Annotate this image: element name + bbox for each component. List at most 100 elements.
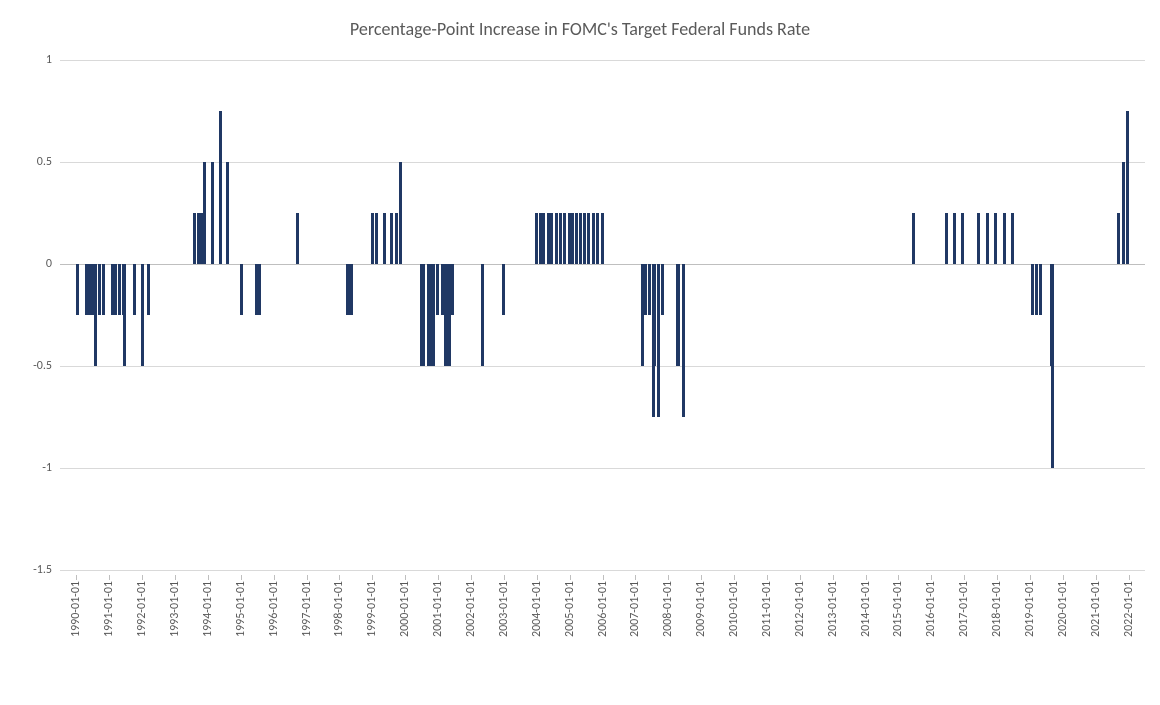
bar: [961, 213, 964, 264]
bar: [1003, 213, 1006, 264]
bar: [133, 264, 136, 315]
bar: [986, 213, 989, 264]
x-tick: [208, 575, 209, 580]
x-tick: [898, 575, 899, 580]
x-tick: [471, 575, 472, 580]
x-tick-label: 2000-01-01: [398, 581, 412, 637]
x-tick: [635, 575, 636, 580]
bar: [550, 213, 553, 264]
x-tick-label: 2010-01-01: [727, 581, 741, 637]
bar: [579, 213, 582, 264]
chart-title: Percentage-Point Increase in FOMC's Targ…: [0, 18, 1160, 40]
chart-container: Percentage-Point Increase in FOMC's Targ…: [0, 0, 1160, 705]
x-tick-label: 2012-01-01: [793, 581, 807, 637]
x-tick-label: 2004-01-01: [530, 581, 544, 637]
bar: [977, 213, 980, 264]
x-tick-label: 2008-01-01: [661, 581, 675, 637]
bar: [98, 264, 101, 315]
bar: [141, 264, 144, 366]
bar: [102, 264, 105, 315]
x-tick-label: 2013-01-01: [826, 581, 840, 637]
x-tick-label: 1997-01-01: [300, 581, 314, 637]
bar: [912, 213, 915, 264]
x-tick-label: 2018-01-01: [990, 581, 1004, 637]
x-axis: 1990-01-011991-01-011992-01-011993-01-01…: [60, 575, 1145, 695]
bar: [211, 162, 214, 264]
bar: [1126, 111, 1129, 264]
x-tick: [76, 575, 77, 580]
x-tick: [274, 575, 275, 580]
bar: [94, 264, 97, 366]
bar: [114, 264, 117, 315]
x-tick: [307, 575, 308, 580]
bar: [644, 264, 647, 315]
bar: [539, 213, 542, 264]
x-tick: [175, 575, 176, 580]
bar: [677, 264, 680, 366]
x-tick: [833, 575, 834, 580]
bar: [661, 264, 664, 315]
x-tick-label: 2011-01-01: [760, 581, 774, 637]
bar: [296, 213, 299, 264]
bar: [1122, 162, 1125, 264]
x-tick: [866, 575, 867, 580]
bar: [1117, 213, 1120, 264]
y-tick-label: 0.5: [37, 155, 60, 169]
bar: [542, 213, 545, 264]
x-tick: [701, 575, 702, 580]
y-tick-label: -0.5: [33, 359, 60, 373]
bar: [945, 213, 948, 264]
plot-area: 10.50-0.5-1-1.5: [60, 60, 1145, 570]
x-tick: [997, 575, 998, 580]
x-tick-label: 2009-01-01: [694, 581, 708, 637]
bar: [422, 264, 425, 366]
x-tick-label: 2007-01-01: [628, 581, 642, 637]
x-tick: [339, 575, 340, 580]
bar: [350, 264, 353, 315]
x-tick-label: 2019-01-01: [1023, 581, 1037, 637]
x-tick: [767, 575, 768, 580]
x-tick-label: 2006-01-01: [596, 581, 610, 637]
bar: [953, 213, 956, 264]
bar: [1035, 264, 1038, 315]
x-tick-label: 2002-01-01: [464, 581, 478, 637]
bar: [1011, 213, 1014, 264]
bar: [118, 264, 121, 315]
bar: [1051, 264, 1054, 468]
x-tick-label: 1992-01-01: [135, 581, 149, 637]
bar: [432, 264, 435, 366]
x-tick: [1030, 575, 1031, 580]
x-tick: [537, 575, 538, 580]
bar: [601, 213, 604, 264]
x-tick-label: 1991-01-01: [102, 581, 116, 637]
x-tick: [570, 575, 571, 580]
x-tick-label: 2003-01-01: [497, 581, 511, 637]
x-tick: [964, 575, 965, 580]
bars-layer: [60, 60, 1145, 570]
x-tick-label: 2021-01-01: [1089, 581, 1103, 637]
bar: [258, 264, 261, 315]
x-tick: [438, 575, 439, 580]
bar: [502, 264, 505, 315]
x-tick: [734, 575, 735, 580]
x-tick: [405, 575, 406, 580]
x-tick: [931, 575, 932, 580]
x-tick-label: 1990-01-01: [69, 581, 83, 637]
x-tick: [603, 575, 604, 580]
bar: [583, 213, 586, 264]
bar: [653, 264, 656, 366]
x-tick: [142, 575, 143, 580]
x-tick: [1129, 575, 1130, 580]
bar: [219, 111, 222, 264]
x-tick-label: 2014-01-01: [859, 581, 873, 637]
bar: [76, 264, 79, 315]
x-tick: [1063, 575, 1064, 580]
bar: [193, 213, 196, 264]
bar: [571, 213, 574, 264]
bar: [587, 213, 590, 264]
x-tick-label: 2020-01-01: [1056, 581, 1070, 637]
bar: [1031, 264, 1034, 315]
bar: [436, 264, 439, 315]
bar: [641, 264, 644, 366]
bar: [596, 213, 599, 264]
